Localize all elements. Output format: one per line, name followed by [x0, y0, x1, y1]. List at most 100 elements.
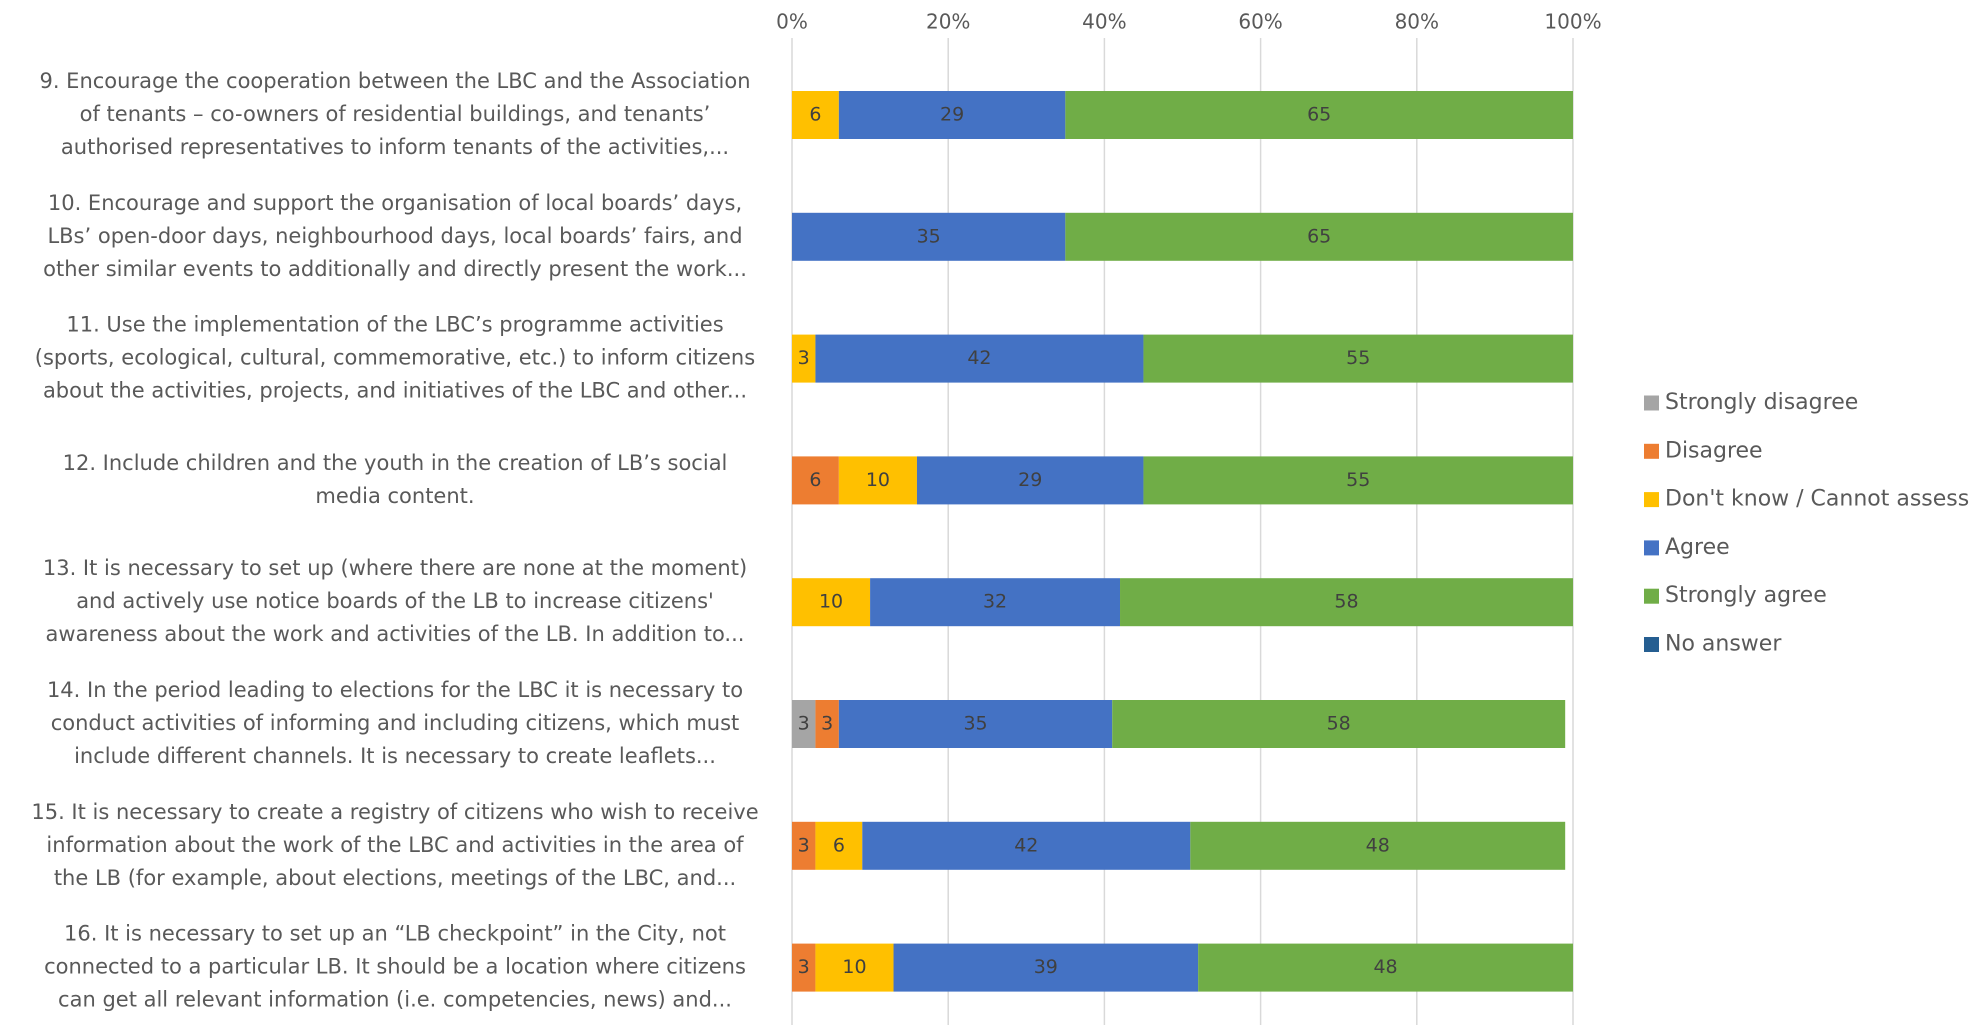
data-label: 42 [967, 347, 991, 369]
category-label-line: (sports, ecological, cultural, commemora… [35, 346, 755, 370]
data-label: 39 [1034, 956, 1058, 978]
category-label-line: can get all relevant information (i.e. c… [58, 988, 732, 1012]
category-label: 9. Encourage the cooperation between the… [39, 69, 750, 159]
legend-swatch [1644, 637, 1659, 652]
category-label: 16. It is necessary to set up an “LB che… [44, 922, 746, 1012]
data-label: 6 [809, 469, 821, 491]
category-label-line: information about the work of the LBC an… [46, 833, 744, 857]
bar-segment [1065, 91, 1573, 139]
data-label: 48 [1373, 956, 1397, 978]
data-label: 58 [1334, 591, 1358, 613]
bar-segment [1112, 700, 1566, 748]
bar-segment [1190, 821, 1566, 870]
bar-segment [1065, 212, 1573, 261]
bar-segment [815, 943, 894, 992]
bar-segment [1143, 456, 1573, 505]
data-label: 35 [917, 225, 941, 247]
bar-segment [792, 700, 816, 748]
data-label: 48 [1366, 834, 1390, 856]
legend-swatch [1644, 443, 1659, 459]
category-label: 10. Encourage and support the organisati… [43, 191, 747, 281]
bar-segment [815, 821, 863, 870]
data-label: 55 [1346, 347, 1370, 369]
category-label-line: 16. It is necessary to set up an “LB che… [64, 922, 726, 946]
category-label-line: awareness about the work and activities … [46, 622, 745, 646]
category-label: 12. Include children and the youth in th… [63, 451, 728, 508]
legend-swatch [1644, 588, 1659, 604]
x-tick-label: 40% [1082, 10, 1126, 34]
category-label-line: LBs’ open-door days, neighbourhood days,… [47, 224, 742, 248]
bar-segment [815, 700, 839, 748]
data-label: 42 [1014, 834, 1038, 856]
category-label-line: 13. It is necessary to set up (where the… [43, 556, 747, 580]
category-label-line: 14. In the period leading to elections f… [47, 678, 743, 702]
category-label-line: connected to a particular LB. It should … [44, 955, 746, 979]
category-label: 15. It is necessary to create a registry… [31, 800, 758, 890]
x-tick-label: 0% [776, 10, 808, 34]
bar-segment [792, 456, 839, 505]
legend-swatch [1644, 540, 1659, 556]
x-tick-label: 100% [1544, 10, 1601, 34]
bar-segment [838, 700, 1113, 748]
bar-segment [792, 334, 816, 383]
data-label: 55 [1346, 469, 1370, 491]
data-label: 58 [1327, 713, 1351, 735]
data-label: 10 [819, 591, 843, 613]
data-label: 3 [798, 347, 810, 369]
data-label: 10 [866, 469, 890, 491]
bar-segment [862, 821, 1191, 870]
bar-segment [815, 334, 1144, 383]
bar-segment [792, 91, 839, 139]
legend-swatch [1644, 492, 1659, 508]
category-label-line: conduct activities of informing and incl… [51, 711, 740, 735]
data-label: 6 [833, 834, 845, 856]
category-label-line: include different channels. It is necess… [74, 744, 716, 768]
bar-segment [916, 456, 1144, 505]
x-tick-label: 60% [1238, 10, 1282, 34]
category-label-line: 15. It is necessary to create a registry… [31, 800, 758, 824]
category-label-line: other similar events to additionally and… [43, 257, 747, 281]
bar-segment [870, 578, 1121, 627]
data-label: 3 [798, 956, 810, 978]
legend-label: Agree [1665, 535, 1730, 560]
x-tick-label: 80% [1395, 10, 1439, 34]
bar-segment [792, 821, 816, 870]
category-label-line: the LB (for example, about elections, me… [54, 866, 736, 890]
data-label: 3 [798, 834, 810, 856]
bar-segment [1143, 334, 1573, 383]
bar-segment [893, 943, 1199, 992]
data-label: 29 [940, 104, 964, 126]
category-label: 13. It is necessary to set up (where the… [43, 556, 747, 646]
bar-segment [1120, 578, 1573, 627]
data-label: 3 [798, 713, 810, 735]
legend-label: Strongly agree [1665, 583, 1827, 608]
legend-label: Strongly disagree [1665, 390, 1858, 415]
bar-segment [838, 456, 917, 505]
data-label: 32 [983, 591, 1007, 613]
legend-label: Disagree [1665, 438, 1763, 463]
category-label-line: 11. Use the implementation of the LBC’s … [66, 313, 723, 337]
x-tick-label: 20% [926, 10, 970, 34]
category-label-line: 12. Include children and the youth in th… [63, 451, 728, 475]
category-label-line: 10. Encourage and support the organisati… [48, 191, 742, 215]
bar-segment [1198, 943, 1573, 992]
category-label-line: 9. Encourage the cooperation between the… [39, 69, 750, 93]
bar-segment [792, 943, 816, 992]
data-label: 6 [809, 104, 821, 126]
category-label: 11. Use the implementation of the LBC’s … [35, 313, 755, 403]
category-label-line: media content. [315, 484, 474, 508]
legend-swatch [1644, 395, 1659, 411]
bar-segment [792, 578, 871, 627]
category-label-line: and actively use notice boards of the LB… [76, 589, 714, 613]
bar-segment [792, 212, 1066, 261]
legend-label: Don't know / Cannot assess [1665, 487, 1969, 512]
data-label: 29 [1018, 469, 1042, 491]
data-label: 65 [1307, 104, 1331, 126]
category-label: 14. In the period leading to elections f… [47, 678, 743, 768]
data-label: 35 [963, 713, 987, 735]
data-label: 3 [821, 713, 833, 735]
category-label-line: authorised representatives to inform ten… [61, 135, 729, 159]
data-label: 65 [1307, 225, 1331, 247]
bar-segment [838, 91, 1066, 139]
